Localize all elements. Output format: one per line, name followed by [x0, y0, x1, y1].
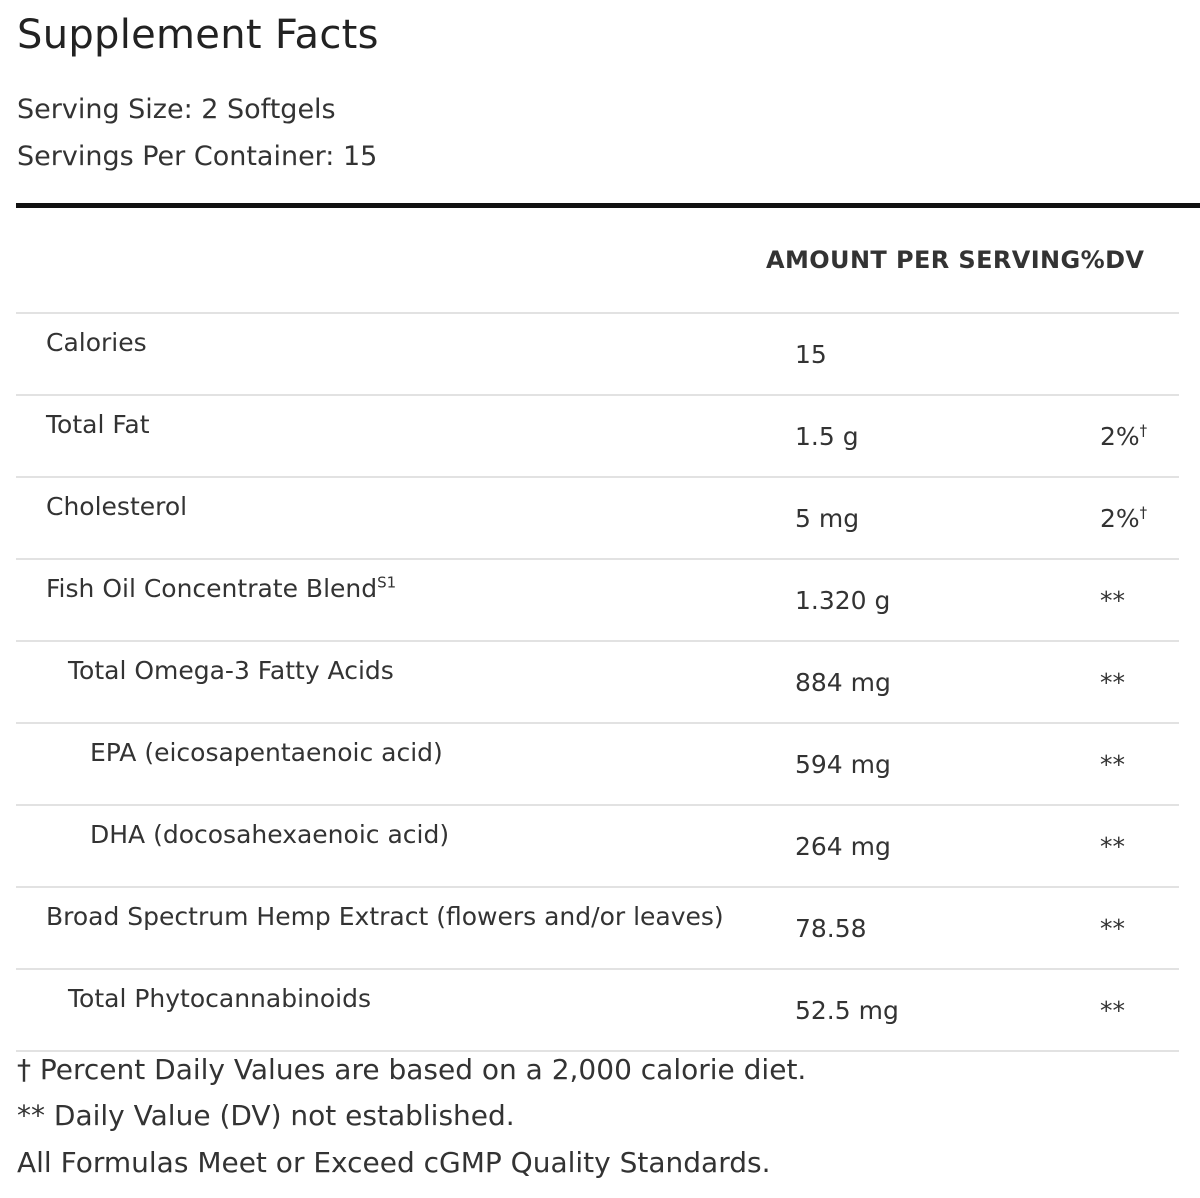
table-header-row: AMOUNT PER SERVING%DV [16, 208, 1179, 314]
nutrient-dv: ** [1100, 832, 1125, 861]
nutrient-dv: ** [1100, 586, 1125, 615]
nutrient-name: Total Omega-3 Fatty Acids [68, 656, 394, 685]
nutrient-amount: 884 mg [795, 668, 891, 697]
nutrient-name: Broad Spectrum Hemp Extract (flowers and… [46, 902, 724, 931]
nutrient-amount: 5 mg [795, 504, 860, 533]
nutrient-name: Cholesterol [46, 492, 188, 521]
nutrient-name: Fish Oil Concentrate BlendS1 [46, 573, 397, 603]
nutrient-amount: 15 [795, 340, 827, 369]
table-row: Fish Oil Concentrate BlendS1 1.320 g ** [16, 560, 1179, 642]
nutrient-name: EPA (eicosapentaenoic acid) [90, 738, 443, 767]
nutrient-name: Total Phytocannabinoids [68, 984, 372, 1013]
table-row: Total Fat 1.5 g 2%† [16, 396, 1179, 478]
serving-size: Serving Size: 2 Softgels [17, 94, 336, 125]
footnote-daily-values: † Percent Daily Values are based on a 2,… [17, 1053, 807, 1086]
nutrient-amount: 1.5 g [795, 422, 859, 451]
nutrient-dv: ** [1100, 914, 1125, 943]
table-row: Calories 15 [16, 314, 1179, 396]
nutrient-dv: ** [1100, 750, 1125, 779]
header-divider [16, 203, 1200, 208]
footnote-dv-not-established: ** Daily Value (DV) not established. [17, 1099, 515, 1132]
table-header-label: AMOUNT PER SERVING%DV [766, 246, 1145, 274]
page-title: Supplement Facts [17, 12, 379, 58]
footnote-cgmp: All Formulas Meet or Exceed cGMP Quality… [17, 1146, 771, 1179]
nutrient-amount: 1.320 g [795, 586, 891, 615]
nutrient-dv: 2%† [1100, 503, 1148, 533]
nutrient-dv: ** [1100, 996, 1125, 1025]
table-row: Total Phytocannabinoids 52.5 mg ** [16, 970, 1179, 1052]
table-row: EPA (eicosapentaenoic acid) 594 mg ** [16, 724, 1179, 806]
nutrient-name: Calories [46, 328, 147, 357]
table-row: Cholesterol 5 mg 2%† [16, 478, 1179, 560]
nutrient-amount: 78.58 [795, 914, 867, 943]
nutrient-amount: 52.5 mg [795, 996, 899, 1025]
table-row: Total Omega-3 Fatty Acids 884 mg ** [16, 642, 1179, 724]
nutrient-amount: 264 mg [795, 832, 891, 861]
table-row: Broad Spectrum Hemp Extract (flowers and… [16, 888, 1179, 970]
nutrient-dv: 2%† [1100, 421, 1148, 451]
nutrient-amount: 594 mg [795, 750, 891, 779]
supplement-facts-table: AMOUNT PER SERVING%DV Calories 15 Total … [16, 208, 1179, 1052]
nutrient-name: DHA (docosahexaenoic acid) [90, 820, 450, 849]
servings-per-container: Servings Per Container: 15 [17, 141, 378, 172]
nutrient-name: Total Fat [46, 410, 150, 439]
table-row: DHA (docosahexaenoic acid) 264 mg ** [16, 806, 1179, 888]
nutrient-dv: ** [1100, 668, 1125, 697]
